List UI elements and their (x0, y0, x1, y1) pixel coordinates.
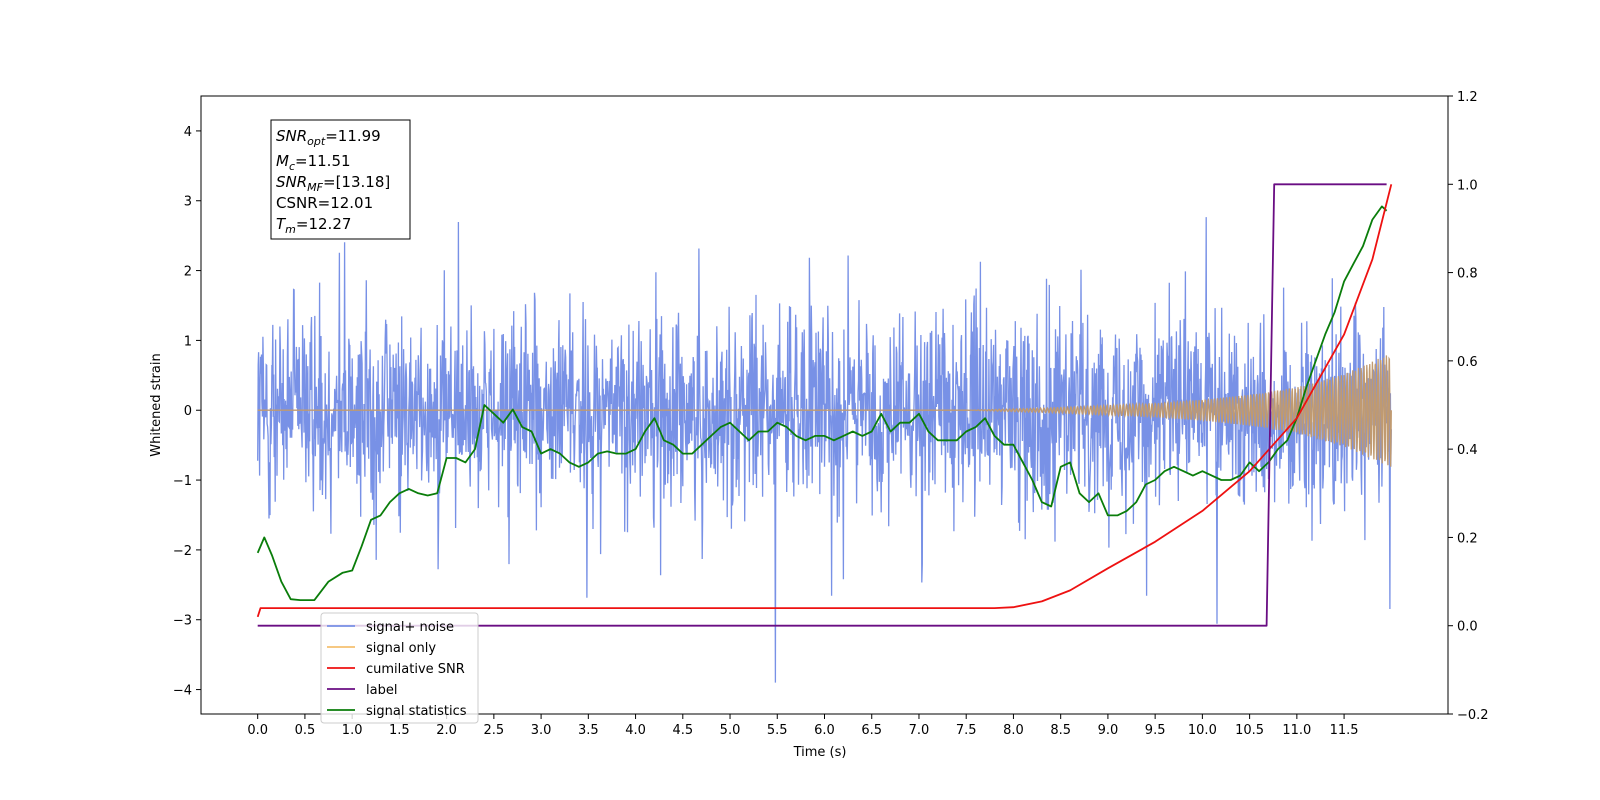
x-tick-label: 3.5 (578, 723, 599, 738)
y-tick-label: −4 (173, 684, 192, 699)
annotation-tm: Tm=12.27 (276, 215, 351, 236)
x-tick-label: 9.5 (1145, 723, 1166, 738)
x-tick-label: 1.0 (342, 723, 363, 738)
x-tick-label: 10.5 (1235, 723, 1264, 738)
legend-box (320, 612, 479, 724)
series-signal-noise (257, 217, 1392, 683)
y-tick-label: 1 (184, 334, 192, 349)
x-tick-label: 7.0 (909, 723, 930, 738)
legend-label: signal statistics (366, 704, 467, 719)
y-right-tick-label: 0.0 (1457, 620, 1478, 635)
series-cumilative-snr (256, 184, 1393, 618)
x-tick-label: 8.5 (1050, 723, 1071, 738)
y-right-tick-label: 0.6 (1457, 355, 1478, 370)
annotation-snr-opt: SNRopt=11.99 (276, 127, 381, 148)
legend-label: cumilative SNR (366, 662, 465, 677)
legend: signal+ noise signal only cumilative SNR la… (320, 612, 479, 724)
y-right-tick-label: −0.2 (1457, 708, 1489, 723)
x-tick-label: 0.0 (247, 723, 268, 738)
x-tick-label: 4.5 (672, 723, 693, 738)
x-tick-label: 4.0 (625, 723, 646, 738)
y-tick-label: 2 (184, 265, 192, 280)
x-tick-label: 5.0 (720, 723, 741, 738)
annotation-box (270, 119, 411, 240)
annotation-mc: Mc=11.51 (276, 152, 351, 173)
x-tick-label: 11.5 (1330, 723, 1359, 738)
legend-label: label (366, 683, 397, 698)
y-right-tick-label: 0.8 (1457, 267, 1478, 282)
y-tick-label: −2 (173, 544, 192, 559)
y-tick-label: 0 (184, 404, 192, 419)
annotation-snr-mf: SNRMF=[13.18] (276, 173, 390, 194)
y-axis-right: 1.2 1.0 0.8 0.6 0.4 0.2 0.0 −0.2 (1448, 90, 1489, 723)
x-tick-label: 0.5 (295, 723, 316, 738)
y-axis-label: Whitened strain (149, 353, 164, 456)
x-tick-label: 9.0 (1098, 723, 1119, 738)
y-tick-label: 4 (184, 125, 192, 140)
x-tick-label: 2.0 (436, 723, 457, 738)
annotation-csnr: CSNR=12.01 (276, 194, 373, 212)
x-tick-label: 11.0 (1282, 723, 1311, 738)
x-tick-label: 6.0 (814, 723, 835, 738)
series-label (257, 183, 1387, 627)
y-right-tick-label: 0.2 (1457, 531, 1478, 546)
series-signal-statistics (256, 205, 1388, 601)
y-tick-label: 3 (184, 195, 192, 210)
x-tick-label: 7.5 (956, 723, 977, 738)
x-tick-label: 2.5 (484, 723, 505, 738)
x-tick-label: 3.0 (531, 723, 552, 738)
x-tick-label: 10.0 (1188, 723, 1217, 738)
y-tick-label: −1 (173, 474, 192, 489)
legend-label: signal+ noise (366, 620, 454, 635)
y-right-tick-label: 0.4 (1457, 443, 1478, 458)
y-right-tick-label: 1.2 (1457, 90, 1478, 105)
stats-annotation: SNRopt=11.99 Mc=11.51 SNRMF=[13.18] CSNR… (270, 119, 411, 240)
x-tick-label: 6.5 (861, 723, 882, 738)
series-layer (256, 183, 1393, 683)
x-tick-label: 5.5 (767, 723, 788, 738)
x-tick-label: 1.5 (389, 723, 410, 738)
y-axis-left: 4 3 2 1 0 −1 −2 −3 −4 (173, 125, 201, 699)
x-axis: 0.0 0.5 1.0 1.5 2.0 2.5 3.0 3.5 4.0 4.5 5.0 5.5 6.0 6… (247, 714, 1359, 738)
series-signal-only (257, 355, 1392, 467)
x-axis-label: Time (s) (793, 745, 847, 760)
y-right-tick-label: 1.0 (1457, 178, 1478, 193)
x-tick-label: 8.0 (1003, 723, 1024, 738)
y-tick-label: −3 (173, 614, 192, 629)
legend-label: signal only (366, 641, 436, 656)
